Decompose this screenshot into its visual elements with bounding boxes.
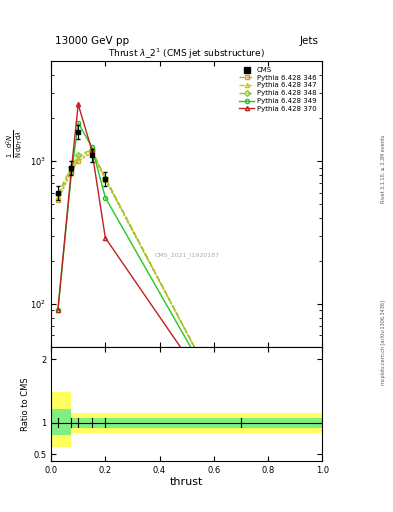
Pythia 6.428 349: [103, 195, 108, 201]
Pythia 6.428 349: [320, 432, 325, 438]
Title: Thrust $\lambda\_2^1$ (CMS jet substructure): Thrust $\lambda\_2^1$ (CMS jet substruct…: [108, 47, 265, 61]
Line: Pythia 6.428 370: Pythia 6.428 370: [56, 102, 324, 437]
Pythia 6.428 349: [69, 170, 74, 177]
Pythia 6.428 347: [90, 148, 94, 154]
Text: CMS_2021_I1920187: CMS_2021_I1920187: [154, 252, 219, 258]
Pythia 6.428 346: [103, 177, 108, 183]
Pythia 6.428 348: [76, 152, 81, 158]
Pythia 6.428 370: [55, 307, 60, 313]
Pythia 6.428 347: [76, 155, 81, 161]
X-axis label: thrust: thrust: [170, 477, 203, 487]
Pythia 6.428 348: [69, 164, 74, 170]
Text: Rivet 3.1.10, ≥ 3.3M events: Rivet 3.1.10, ≥ 3.3M events: [381, 135, 386, 203]
Text: 13000 GeV pp: 13000 GeV pp: [55, 36, 129, 46]
Pythia 6.428 346: [76, 158, 81, 164]
Pythia 6.428 349: [239, 432, 243, 438]
Pythia 6.428 347: [239, 432, 243, 438]
Pythia 6.428 370: [76, 101, 81, 108]
Pythia 6.428 346: [90, 150, 94, 156]
Pythia 6.428 346: [320, 432, 325, 438]
Pythia 6.428 370: [90, 147, 94, 153]
Pythia 6.428 347: [320, 432, 325, 438]
Pythia 6.428 347: [103, 176, 108, 182]
Line: Pythia 6.428 348: Pythia 6.428 348: [56, 148, 324, 437]
Pythia 6.428 349: [76, 120, 81, 126]
Pythia 6.428 370: [69, 166, 74, 172]
Text: $\frac{1}{\mathrm{N}}\frac{\mathrm{d}^2N}{\mathrm{d}p_T\mathrm{d}\lambda}$: $\frac{1}{\mathrm{N}}\frac{\mathrm{d}^2N…: [4, 129, 25, 158]
Pythia 6.428 346: [239, 432, 243, 438]
Line: Pythia 6.428 347: Pythia 6.428 347: [56, 149, 324, 437]
Legend: CMS, Pythia 6.428 346, Pythia 6.428 347, Pythia 6.428 348, Pythia 6.428 349, Pyt: CMS, Pythia 6.428 346, Pythia 6.428 347,…: [237, 65, 319, 114]
Pythia 6.428 346: [55, 198, 60, 204]
Pythia 6.428 370: [239, 432, 243, 438]
Y-axis label: Ratio to CMS: Ratio to CMS: [21, 377, 30, 431]
Pythia 6.428 348: [55, 191, 60, 197]
Pythia 6.428 348: [320, 432, 325, 438]
Pythia 6.428 370: [103, 234, 108, 241]
Pythia 6.428 346: [69, 168, 74, 174]
Pythia 6.428 370: [320, 432, 325, 438]
Pythia 6.428 348: [103, 175, 108, 181]
Pythia 6.428 347: [55, 194, 60, 200]
Text: mcplots.cern.ch [arXiv:1306.3436]: mcplots.cern.ch [arXiv:1306.3436]: [381, 301, 386, 386]
Pythia 6.428 348: [90, 147, 94, 153]
Pythia 6.428 349: [90, 144, 94, 150]
Pythia 6.428 348: [239, 432, 243, 438]
Text: Jets: Jets: [299, 36, 318, 46]
Line: Pythia 6.428 349: Pythia 6.428 349: [56, 121, 324, 437]
Line: Pythia 6.428 346: Pythia 6.428 346: [56, 151, 324, 437]
Pythia 6.428 349: [55, 307, 60, 313]
Pythia 6.428 347: [69, 166, 74, 172]
